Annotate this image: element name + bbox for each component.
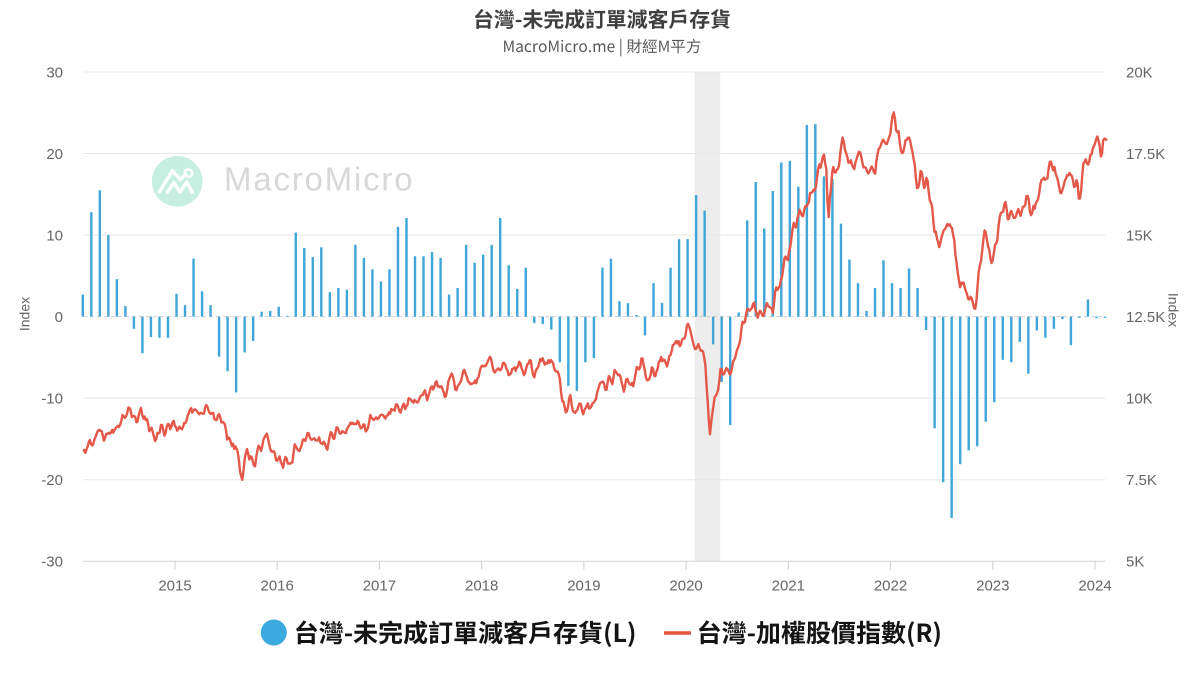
- svg-text:0: 0: [55, 309, 63, 326]
- svg-text:20: 20: [46, 146, 63, 163]
- svg-text:2021: 2021: [772, 578, 805, 595]
- svg-text:2020: 2020: [669, 578, 702, 595]
- svg-text:20K: 20K: [1126, 64, 1153, 81]
- svg-text:2015: 2015: [158, 578, 191, 595]
- svg-text:2019: 2019: [567, 578, 600, 595]
- svg-text:17.5K: 17.5K: [1126, 146, 1165, 163]
- svg-text:-20: -20: [41, 472, 63, 489]
- svg-text:2017: 2017: [363, 578, 396, 595]
- svg-text:-30: -30: [41, 554, 63, 571]
- svg-text:30: 30: [46, 64, 63, 81]
- svg-text:-10: -10: [41, 391, 63, 408]
- svg-text:2024: 2024: [1078, 578, 1111, 595]
- svg-text:5K: 5K: [1126, 554, 1144, 571]
- svg-text:15K: 15K: [1126, 227, 1153, 244]
- svg-text:10: 10: [46, 227, 63, 244]
- svg-text:10K: 10K: [1126, 391, 1153, 408]
- svg-text:Index: Index: [16, 297, 32, 331]
- svg-text:7.5K: 7.5K: [1126, 472, 1157, 489]
- svg-text:Index: Index: [1166, 293, 1182, 327]
- svg-text:12.5K: 12.5K: [1126, 309, 1165, 326]
- svg-text:2016: 2016: [261, 578, 294, 595]
- svg-text:2022: 2022: [874, 578, 907, 595]
- svg-text:2023: 2023: [976, 578, 1009, 595]
- svg-text:2018: 2018: [465, 578, 498, 595]
- svg-text:MacroMicro: MacroMicro: [224, 161, 414, 198]
